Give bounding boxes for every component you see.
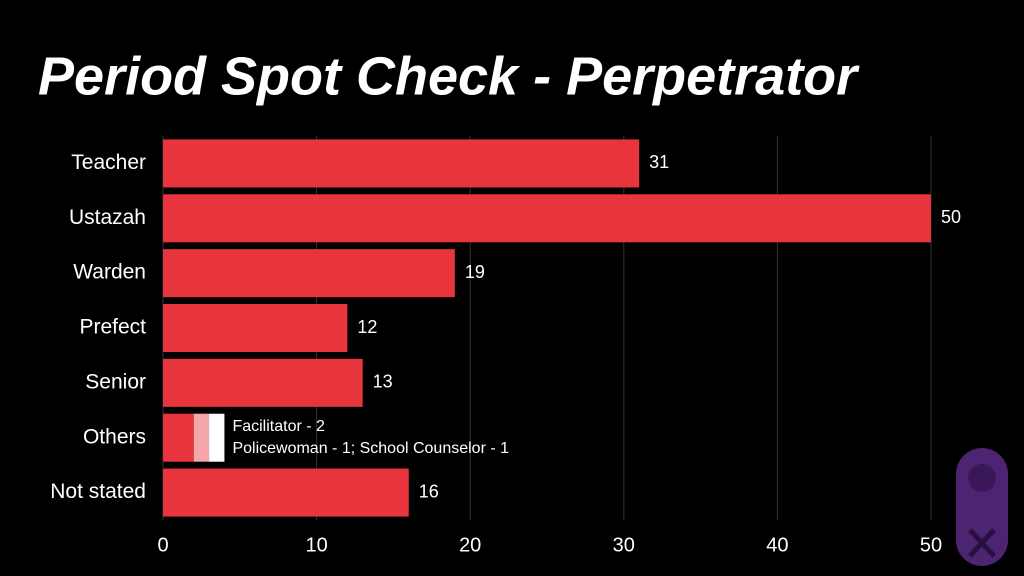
stacked-segment bbox=[163, 413, 194, 462]
chart-title: Period Spot Check - Perpetrator bbox=[38, 46, 860, 106]
value-label: 13 bbox=[373, 372, 393, 392]
y-tick-label: Ustazah bbox=[69, 206, 146, 229]
x-tick-label: 40 bbox=[766, 534, 788, 556]
bar bbox=[163, 194, 931, 243]
y-tick-label: Others bbox=[83, 425, 146, 448]
logo-cross bbox=[968, 528, 996, 558]
y-tick-label: Warden bbox=[73, 261, 146, 284]
stacked-segment bbox=[193, 413, 210, 462]
stacked-segment bbox=[209, 413, 225, 462]
value-label: 16 bbox=[419, 481, 439, 501]
y-tick-label: Not stated bbox=[50, 480, 146, 503]
bar bbox=[163, 358, 363, 407]
x-tick-label: 10 bbox=[305, 534, 327, 556]
value-label: 50 bbox=[941, 207, 961, 227]
x-tick-label: 30 bbox=[613, 534, 635, 556]
logo-circle bbox=[968, 464, 996, 492]
bar bbox=[163, 139, 640, 188]
x-tick-label: 50 bbox=[920, 534, 942, 556]
value-label: 12 bbox=[357, 317, 377, 337]
x-tick-label: 20 bbox=[459, 534, 481, 556]
x-tick-label: 0 bbox=[157, 534, 168, 556]
logo bbox=[956, 448, 1008, 566]
bar bbox=[163, 249, 455, 298]
annotation: Facilitator - 2 bbox=[232, 418, 325, 435]
y-tick-label: Prefect bbox=[79, 316, 146, 339]
bar bbox=[163, 304, 348, 352]
annotation: Policewoman - 1; School Counselor - 1 bbox=[232, 440, 509, 457]
y-tick-label: Senior bbox=[85, 370, 146, 393]
value-label: 19 bbox=[465, 262, 485, 282]
y-tick-label: Teacher bbox=[71, 151, 146, 174]
bar bbox=[163, 468, 409, 517]
value-label: 31 bbox=[649, 152, 669, 172]
